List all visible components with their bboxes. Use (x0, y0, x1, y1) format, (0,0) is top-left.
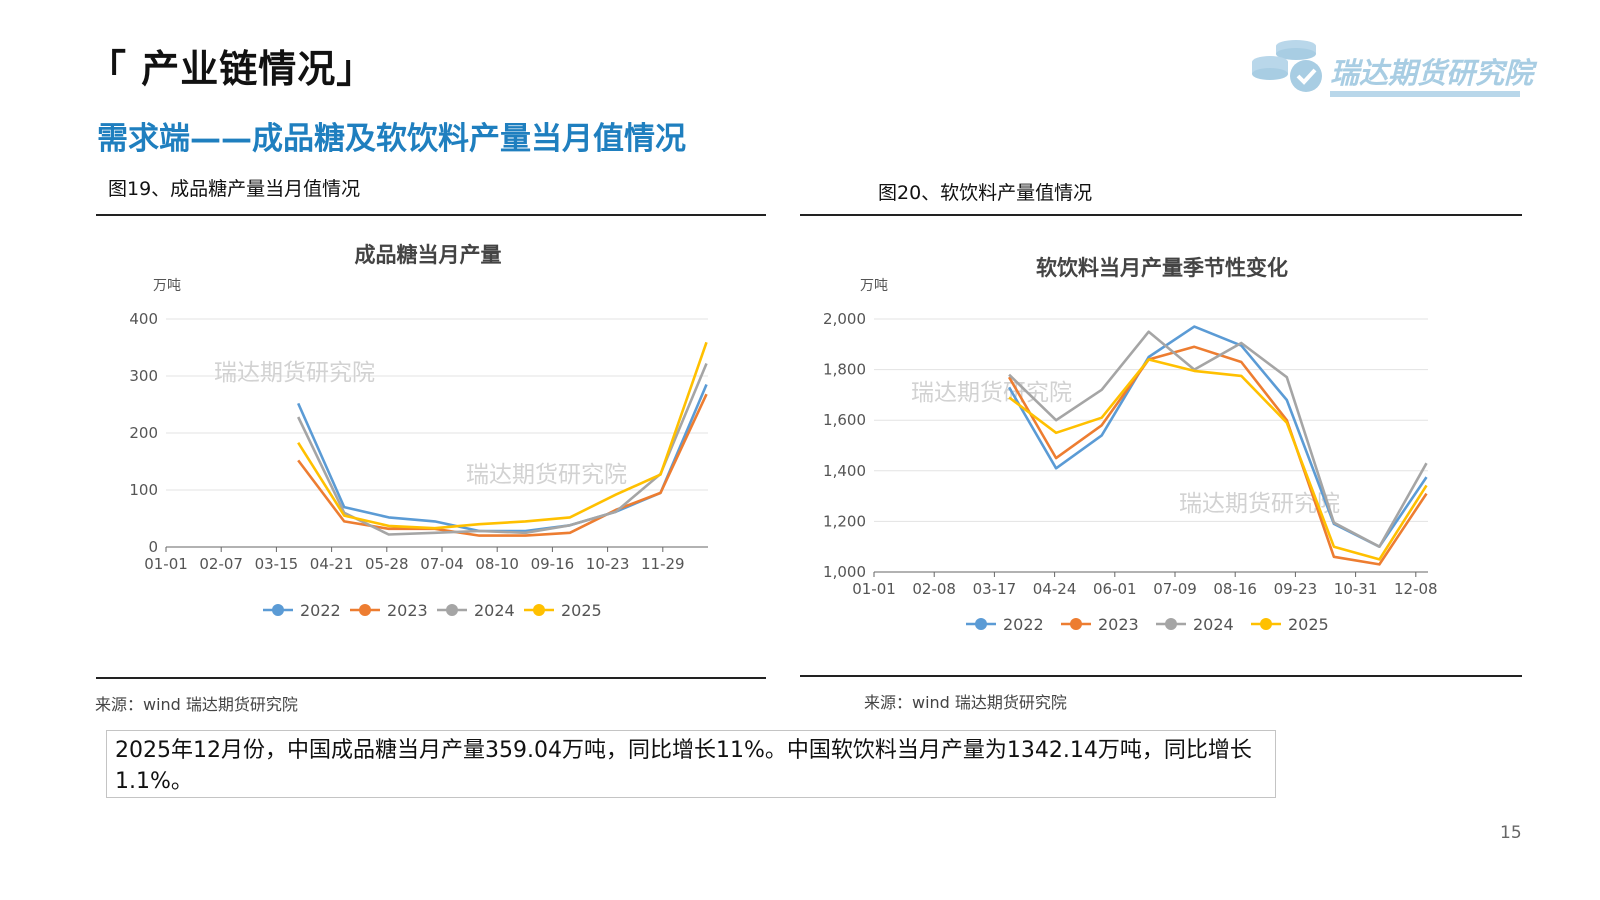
x-tick-label: 10-23 (586, 555, 630, 573)
x-tick-label: 10-31 (1334, 580, 1378, 598)
page-title: 「 产业链情况」 (88, 47, 376, 91)
series-line-2023 (297, 393, 708, 537)
watermark: 瑞达期货研究院 (214, 360, 375, 386)
watermark: 瑞达期货研究院 (466, 462, 627, 488)
y-tick-label: 2,000 (823, 310, 866, 328)
watermark: 瑞达期货研究院 (911, 380, 1072, 406)
y-tick-label: 1,600 (823, 411, 866, 429)
legend-label-2024: 2024 (1193, 615, 1234, 634)
legend-label-2022: 2022 (300, 601, 341, 620)
legend-marker-2024 (1165, 618, 1177, 630)
x-tick-label: 05-28 (365, 555, 409, 573)
logo-text: 瑞达期货研究院 (1330, 56, 1534, 90)
section-subtitle: 需求端——成品糖及软饮料产量当月值情况 (97, 121, 686, 157)
legend-label-2024: 2024 (474, 601, 515, 620)
y-tick-label: 200 (129, 424, 158, 442)
y-tick-label: 1,800 (823, 361, 866, 379)
figure-20-source: 来源：wind 瑞达期货研究院 (864, 693, 1067, 712)
figure-20-top-rule (800, 214, 1522, 216)
summary-note: 2025年12月份，中国成品糖当月产量359.04万吨，同比增长11%。中国软饮… (106, 730, 1276, 798)
y-tick-label: 1,400 (823, 462, 866, 480)
x-tick-label: 12-08 (1394, 580, 1438, 598)
figure-19-caption: 图19、成品糖产量当月值情况 (108, 178, 361, 200)
series-line-2025 (297, 341, 708, 530)
y-tick-label: 1,200 (823, 512, 866, 530)
legend-marker-2023 (359, 604, 371, 616)
x-tick-label: 08-16 (1213, 580, 1257, 598)
x-tick-label: 01-01 (852, 580, 896, 598)
x-tick-label: 02-08 (912, 580, 956, 598)
legend-label-2025: 2025 (1288, 615, 1329, 634)
x-tick-label: 07-04 (420, 555, 464, 573)
legend-label-2025: 2025 (561, 601, 602, 620)
figure-20-caption: 图20、软饮料产量值情况 (878, 182, 1093, 204)
x-tick-label: 06-01 (1093, 580, 1137, 598)
y-unit-label: 万吨 (860, 278, 888, 294)
x-tick-label: 08-10 (475, 555, 519, 573)
legend-marker-2022 (272, 604, 284, 616)
logo-underline (1330, 91, 1520, 97)
figure-20-bottom-rule (800, 675, 1522, 677)
company-logo (1248, 32, 1528, 100)
x-tick-label: 03-17 (973, 580, 1017, 598)
x-tick-label: 04-21 (310, 555, 354, 573)
y-tick-label: 1,000 (823, 563, 866, 581)
y-unit-label: 万吨 (153, 278, 181, 294)
coins-check-icon (1252, 40, 1322, 92)
y-tick-label: 100 (129, 481, 158, 499)
legend-label-2023: 2023 (387, 601, 428, 620)
y-tick-label: 0 (148, 538, 158, 556)
series-line-2023 (1007, 345, 1428, 566)
series-line-2022 (297, 383, 708, 533)
series-line-2025 (1008, 358, 1428, 561)
page-number: 15 (1500, 823, 1522, 843)
legend-marker-2022 (975, 618, 987, 630)
x-tick-label: 01-01 (144, 555, 188, 573)
figure-19-bottom-rule (96, 677, 766, 679)
chart-title: 成品糖当月产量 (355, 243, 502, 267)
figure-19-top-rule (96, 214, 766, 216)
x-tick-label: 04-24 (1033, 580, 1077, 598)
y-tick-label: 400 (129, 310, 158, 328)
legend-label-2022: 2022 (1003, 615, 1044, 634)
legend-label-2023: 2023 (1098, 615, 1139, 634)
x-tick-label: 03-15 (255, 555, 299, 573)
x-tick-label: 11-29 (641, 555, 685, 573)
series-line-2024 (1008, 330, 1428, 549)
x-tick-label: 09-23 (1274, 580, 1318, 598)
legend-marker-2024 (446, 604, 458, 616)
figure-19-source: 来源：wind 瑞达期货研究院 (95, 695, 298, 714)
chart-title: 软饮料当月产量季节性变化 (1036, 256, 1288, 280)
legend-marker-2023 (1070, 618, 1082, 630)
x-tick-label: 07-09 (1153, 580, 1197, 598)
x-tick-label: 09-16 (531, 555, 575, 573)
x-tick-label: 02-07 (199, 555, 243, 573)
legend-marker-2025 (533, 604, 545, 616)
y-tick-label: 300 (129, 367, 158, 385)
legend-marker-2025 (1260, 618, 1272, 630)
series-line-2024 (297, 363, 708, 536)
